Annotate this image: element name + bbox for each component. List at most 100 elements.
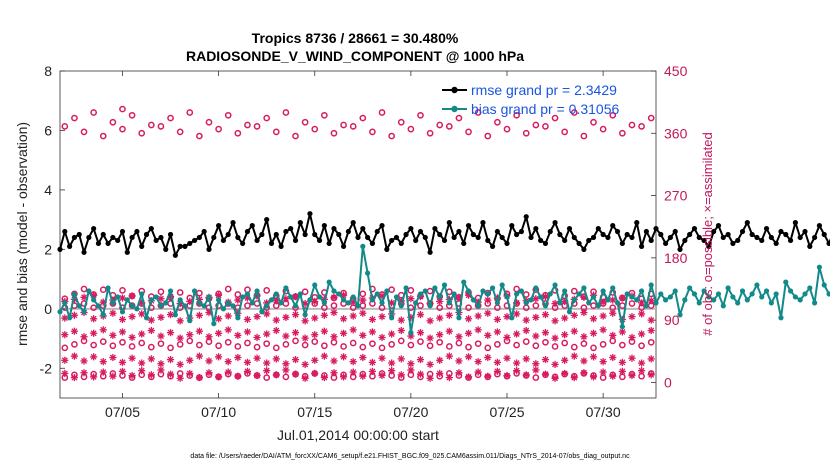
rmse-point — [254, 237, 260, 244]
possible-point — [551, 343, 559, 350]
assimilated-point — [570, 352, 578, 360]
asterisk-stroke — [61, 331, 68, 338]
assimilated-point — [647, 326, 655, 335]
possible-point — [205, 118, 213, 126]
assimilated-point — [618, 358, 626, 366]
rmse-point — [691, 225, 698, 232]
asterisk-stroke — [273, 371, 280, 378]
assimilated-point — [378, 354, 386, 362]
bias-point — [91, 297, 97, 303]
rmse-point — [139, 243, 145, 249]
asterisk-stroke — [648, 317, 655, 324]
possible-point — [455, 114, 463, 122]
assimilated-point — [330, 293, 338, 301]
rmse-point — [350, 220, 356, 226]
asterisk-stroke — [359, 297, 366, 304]
bias-point — [95, 303, 102, 309]
asterisk-stroke — [157, 295, 164, 302]
assimilated-point — [628, 371, 636, 380]
assimilated-point — [570, 373, 578, 382]
rmse-point — [773, 240, 779, 247]
bias-point — [321, 300, 327, 306]
assimilated-point — [205, 369, 213, 377]
possible-point — [513, 341, 520, 349]
asterisk-stroke — [475, 326, 482, 333]
assimilated-point — [330, 333, 338, 341]
possible-point — [455, 339, 463, 347]
assimilated-point — [138, 367, 146, 375]
asterisk-stroke — [648, 327, 655, 334]
asterisk-stroke — [359, 310, 366, 317]
possible-point — [647, 338, 655, 346]
possible-point — [272, 128, 280, 136]
asterisk-stroke — [379, 355, 386, 362]
assimilated-point — [157, 313, 165, 321]
asterisk-stroke — [446, 353, 453, 360]
possible-point — [90, 304, 97, 312]
possible-point — [599, 125, 607, 133]
assimilated-point — [70, 373, 79, 382]
bias-point — [624, 291, 630, 297]
possible-point — [407, 341, 415, 349]
assimilated-point — [474, 368, 482, 376]
assimilated-point — [176, 334, 184, 342]
x-tick-label: 07/05 — [105, 404, 140, 420]
asterisk-stroke — [638, 360, 645, 367]
assimilated-point — [647, 371, 655, 379]
bias-point — [557, 300, 563, 306]
asterisk-stroke — [465, 353, 472, 360]
rmse-point — [427, 249, 433, 255]
bias-point — [191, 288, 198, 294]
possible-point — [580, 340, 588, 348]
bias-point — [249, 300, 255, 306]
rmse-point — [470, 231, 476, 238]
assimilated-point — [522, 355, 530, 363]
possible-point — [628, 300, 636, 307]
rmse-point — [590, 234, 597, 241]
rmse-point — [778, 228, 784, 235]
assimilated-point — [166, 311, 175, 319]
bias-point — [148, 297, 154, 303]
assimilated-point — [70, 352, 79, 360]
asterisk-stroke — [436, 315, 443, 322]
assimilated-point — [426, 374, 434, 382]
rmse-point — [783, 231, 789, 238]
rmse-point — [57, 246, 63, 252]
bias-point — [547, 291, 553, 297]
bias-point — [711, 297, 717, 303]
asterisk-stroke — [475, 313, 482, 319]
asterisk-stroke — [244, 316, 251, 323]
assimilated-point — [551, 374, 559, 382]
assimilated-point — [320, 311, 328, 319]
assimilated-point — [90, 353, 98, 361]
rmse-point — [629, 234, 635, 241]
y-tick-label: 8 — [44, 63, 52, 79]
assimilated-point — [166, 329, 175, 337]
bias-point — [523, 300, 529, 306]
asterisk-stroke — [465, 315, 472, 322]
assimilated-point — [282, 332, 290, 340]
asterisk-stroke — [330, 309, 337, 316]
possible-point — [263, 287, 271, 294]
assimilated-point — [109, 353, 117, 362]
assimilated-point — [551, 334, 559, 342]
bias-point — [374, 291, 380, 297]
rmse-point — [148, 225, 154, 232]
asterisk-stroke — [81, 333, 88, 340]
asterisk-stroke — [340, 315, 347, 322]
rmse-point — [129, 234, 135, 241]
bias-point — [542, 303, 549, 309]
rmse-point — [499, 234, 505, 241]
assimilated-point — [157, 332, 165, 340]
assimilated-point — [436, 331, 444, 339]
assimilated-point — [61, 356, 69, 364]
rmse-point — [81, 249, 87, 255]
asterisk-stroke — [484, 332, 491, 339]
asterisk-stroke — [580, 309, 587, 316]
assimilated-point — [311, 297, 319, 306]
y-right-tick-label: 0 — [664, 374, 672, 390]
bias-point — [629, 294, 635, 300]
bias-point — [816, 264, 823, 270]
assimilated-point — [368, 358, 377, 366]
possible-point — [80, 128, 88, 136]
